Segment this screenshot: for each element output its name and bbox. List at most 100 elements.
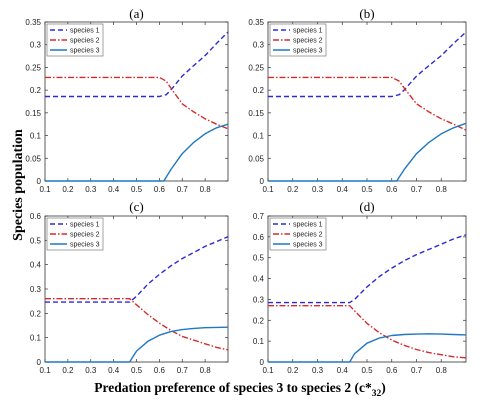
y-tick-label: 0.3 [30, 41, 42, 50]
panel-d: (d)0.1 0.2 0.3 0.4 0.5 0.6 0.7 0.800.10.20.30.4… [253, 199, 467, 375]
x-tick-label: 0.7 [411, 185, 423, 194]
x-axis-label-close: ) [381, 380, 386, 395]
y-tick-label: 0.2 [30, 309, 42, 318]
y-tick-label: 0.05 [248, 154, 264, 163]
legend-label: species 2 [70, 38, 100, 45]
panel-b-legend: species 1 species 2 species 3 [269, 23, 327, 57]
y-tick-label: 0.15 [248, 109, 264, 118]
x-tick-label: 0.3 [312, 185, 324, 194]
x-tick-label: 0.1 [262, 185, 274, 194]
legend-label: species 1 [70, 222, 100, 229]
y-tick-label: 0.2 [30, 86, 42, 95]
x-tick-label: 0.2 [62, 366, 74, 375]
panel-d-series-2-line [268, 305, 467, 359]
x-tick-label: 0.7 [177, 185, 189, 194]
y-tick-label: 0 [260, 358, 265, 367]
x-tick-label: 0.6 [386, 185, 398, 194]
x-tick-label: 0.2 [62, 185, 74, 194]
x-tick-label: 0.5 [131, 185, 143, 194]
y-tick-label: 0 [37, 177, 42, 186]
y-tick-label: 0.4 [253, 275, 265, 284]
y-tick-label: 0.35 [248, 18, 264, 27]
y-tick-label: 0.3 [30, 285, 42, 294]
x-axis-label-subscript: 32 [372, 389, 382, 399]
y-tick-label: 0.2 [253, 86, 265, 95]
x-tick-label: 0.3 [85, 185, 97, 194]
panel-b-series-2-line [268, 76, 467, 131]
y-tick-label: 0.1 [30, 334, 42, 343]
x-tick-label: 0.8 [436, 185, 448, 194]
y-tick-label: 0.1 [30, 132, 42, 141]
panel-c: (c)0.1 0.2 0.3 0.4 0.5 0.6 0.7 0.800.10.20.30.4… [30, 199, 229, 375]
panel-a-legend: species 1 species 2 species 3 [46, 23, 104, 57]
x-tick-label: 0.4 [108, 366, 120, 375]
panel-a-title: (a) [129, 6, 143, 21]
x-tick-label: 0.2 [287, 185, 299, 194]
panel-d-series-1-line [268, 234, 467, 304]
x-tick-label: 0.8 [200, 185, 212, 194]
x-tick-label: 0.6 [386, 366, 398, 375]
legend-label: species 3 [293, 242, 323, 249]
x-axis-label: Predation preference of species 3 to spe… [94, 380, 385, 399]
panel-a-legend-box [46, 23, 104, 57]
x-tick-label: 0.8 [436, 366, 448, 375]
x-tick-label: 0.5 [361, 366, 373, 375]
x-tick-label: 0.6 [154, 185, 166, 194]
x-tick-label: 0.4 [108, 185, 120, 194]
x-tick-label: 0.1 [262, 366, 274, 375]
y-tick-label: 0.5 [30, 236, 42, 245]
y-tick-label: 0.15 [25, 109, 41, 118]
panel-a-series-3-line [45, 123, 229, 182]
x-tick-label: 0.4 [337, 185, 349, 194]
legend-label: species 2 [70, 232, 100, 239]
x-tick-label: 0.7 [177, 366, 189, 375]
x-tick-label: 0.8 [200, 366, 212, 375]
y-tick-label: 0.1 [253, 132, 265, 141]
y-tick-label: 0.7 [253, 212, 265, 221]
panel-b-series-1-line [268, 31, 467, 98]
y-tick-label: 0.3 [253, 41, 265, 50]
x-tick-label: 0.6 [154, 366, 166, 375]
y-tick-label: 0.3 [253, 295, 265, 304]
legend-label: species 1 [293, 222, 323, 229]
x-axis-label-main: Predation preference of species 3 to spe… [94, 380, 372, 395]
y-tick-label: 0 [260, 177, 265, 186]
panel-c-legend: species 1 species 2 species 3 [46, 217, 104, 251]
legend-label: species 3 [70, 242, 100, 249]
panel-b-series-3-line [268, 122, 467, 182]
y-tick-label: 0.1 [253, 337, 265, 346]
y-tick-label: 0.5 [253, 254, 265, 263]
y-tick-label: 0.2 [253, 316, 265, 325]
y-tick-label: 0.05 [25, 154, 41, 163]
x-tick-label: 0.5 [131, 366, 143, 375]
y-tick-label: 0.4 [30, 261, 42, 270]
panel-d-legend: species 1 species 2 species 3 [269, 217, 327, 251]
panel-a: (a) 0.1 0.2 0.3 0.4 0.5 0.6 0.7 0.8 0 0.05 0.1 0.15 0… [25, 6, 229, 194]
panel-a-series-1-line [45, 31, 229, 98]
legend-label: species 1 [70, 28, 100, 35]
y-tick-label: 0.35 [25, 18, 41, 27]
panel-c-title: (c) [129, 199, 143, 214]
x-tick-label: 0.3 [85, 366, 97, 375]
legend-label: species 1 [293, 28, 323, 35]
y-tick-label: 0.25 [25, 63, 41, 72]
panel-a-series-2-line [45, 76, 229, 130]
x-tick-label: 0.1 [39, 366, 51, 375]
legend-label: species 2 [293, 232, 323, 239]
panel-d-title: (d) [359, 199, 374, 214]
y-axis-label: Species population [11, 129, 26, 241]
y-tick-label: 0.6 [30, 212, 42, 221]
y-tick-label: 0.25 [248, 63, 264, 72]
x-tick-label: 0.7 [411, 366, 423, 375]
legend-label: species 2 [293, 38, 323, 45]
y-tick-label: 0 [37, 358, 42, 367]
y-tick-label: 0.6 [253, 233, 265, 242]
x-tick-label: 0.4 [337, 366, 349, 375]
x-tick-label: 0.5 [361, 185, 373, 194]
x-tick-label: 0.3 [312, 366, 324, 375]
x-tick-label: 0.1 [39, 185, 51, 194]
legend-label: species 3 [293, 48, 323, 55]
x-tick-label: 0.2 [287, 366, 299, 375]
panel-b-title: (b) [359, 6, 374, 21]
